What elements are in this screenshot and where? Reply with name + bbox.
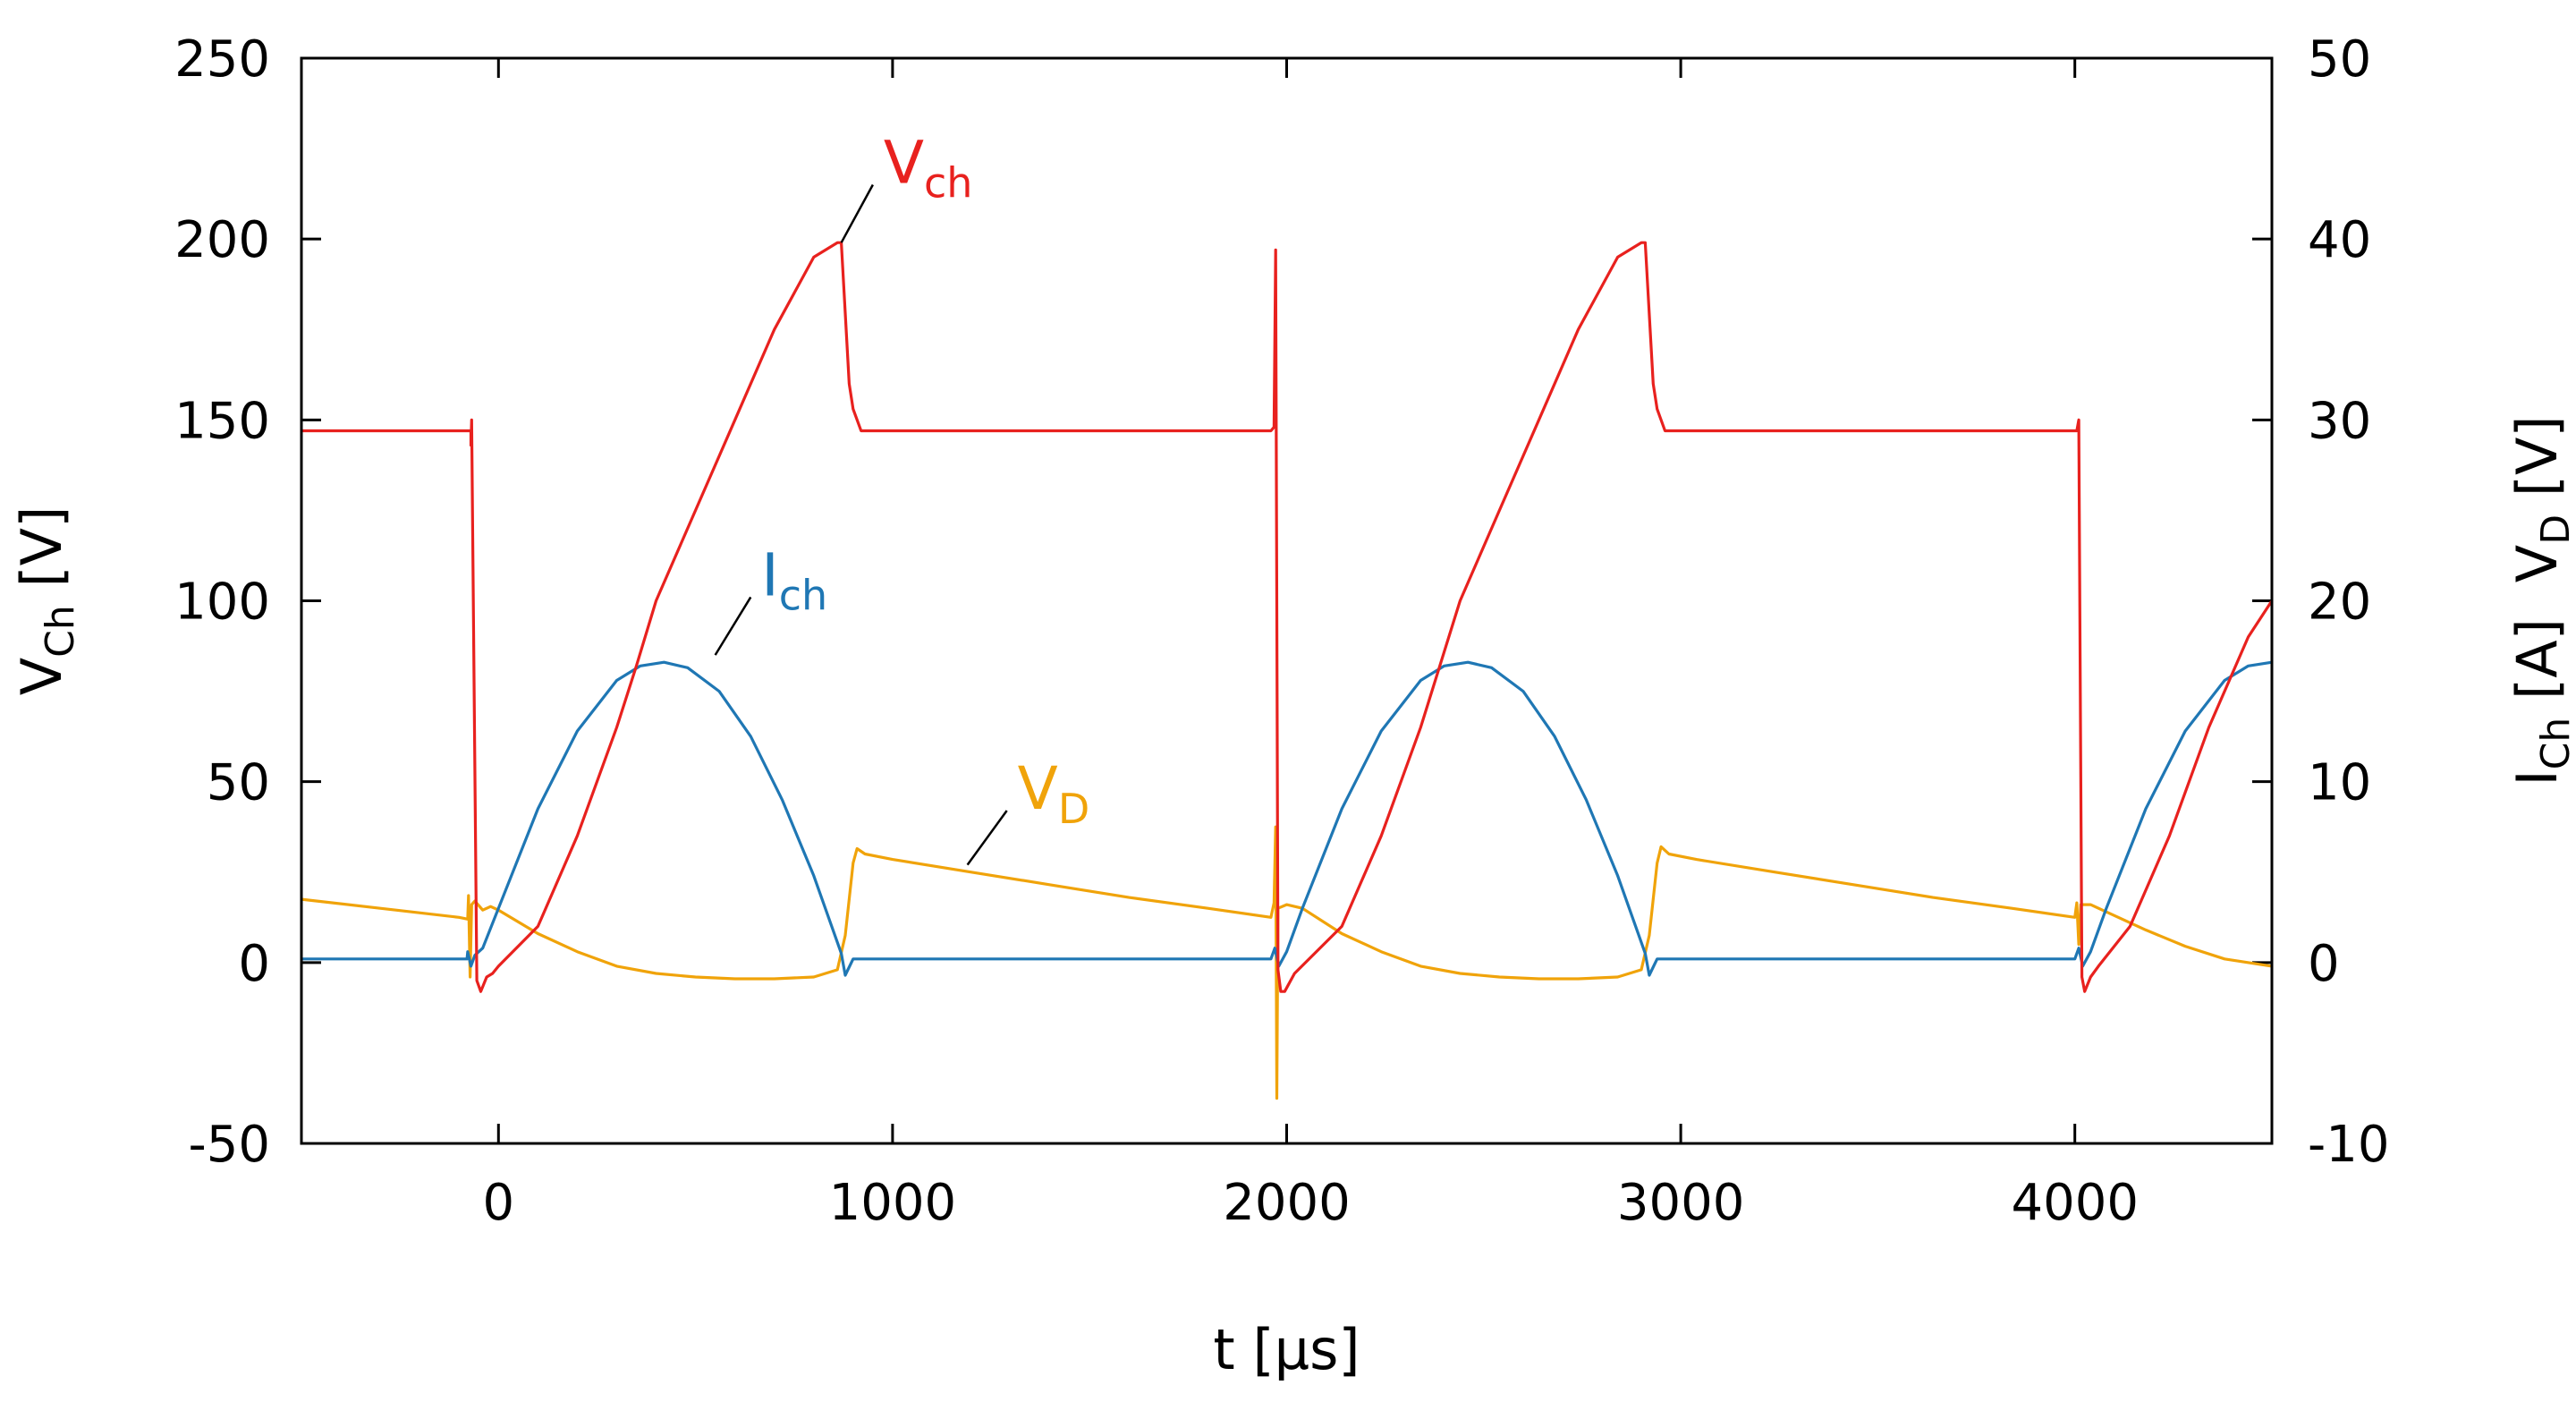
y-left-axis-title: VCh [V] [9, 506, 83, 696]
y-right-title-v-sub: D [2533, 514, 2576, 545]
y-left-tick-label: 50 [207, 754, 270, 812]
y-right-title-i-unit: [A] [2504, 618, 2570, 718]
tick-labels: 0 1000 2000 3000 4000 -50 0 50 100 150 200 250 -10 0 1… [174, 30, 2389, 1232]
annotation-main: V [884, 129, 924, 198]
series-line-ich [301, 660, 2273, 977]
x-tick-label: 2000 [1223, 1174, 1351, 1232]
y-right-tick-label: 10 [2308, 754, 2371, 812]
x-tick-label: 4000 [2011, 1174, 2139, 1232]
annotation-leader-vd [966, 810, 1008, 866]
annotation-leader-ich [714, 596, 752, 656]
y-right-tick-label: -10 [2308, 1116, 2389, 1174]
y-left-tick-label: -50 [189, 1116, 270, 1174]
y-left-title-unit: [V] [9, 506, 74, 606]
annotation-sub: D [1058, 785, 1089, 833]
y-left-tick-label: 0 [238, 935, 270, 993]
annotation-label-vd: VD [1018, 754, 1090, 833]
y-right-tick-label: 50 [2308, 30, 2371, 89]
y-right-axis-title: ICh [A] VD [V] [2504, 415, 2576, 786]
y-left-tick-label: 100 [174, 574, 270, 632]
x-tick-label: 0 [482, 1174, 514, 1232]
annotation-leader-vch [840, 183, 874, 243]
series-lines [301, 241, 2274, 1100]
plot-frame [300, 56, 2274, 1145]
y-left-tick-label: 200 [174, 211, 270, 269]
annotation-sub: ch [924, 159, 972, 208]
annotation-sub: ch [779, 571, 827, 619]
y-right-title-v-main: V [2504, 545, 2570, 582]
series-line-vch [301, 241, 2274, 993]
series-line-vd [301, 825, 2273, 1100]
x-tick-label: 1000 [829, 1174, 957, 1232]
y-right-title-i-sub: Ch [2533, 718, 2576, 770]
annotation-label-ich: Ich [761, 540, 827, 619]
x-axis-title: t [µs] [1213, 1317, 1360, 1382]
y-right-tick-label: 30 [2308, 392, 2371, 450]
y-left-tick-label: 150 [174, 392, 270, 450]
y-right-tick-label: 20 [2308, 574, 2371, 632]
annotation-label-vch: Vch [884, 129, 973, 208]
y-right-title-v-unit: [V] [2504, 415, 2570, 514]
annotation-main: I [761, 540, 778, 609]
y-right-title-i-main: I [2504, 769, 2570, 786]
y-left-title-main: V [9, 658, 74, 695]
annotation-main: V [1018, 754, 1058, 823]
y-right-tick-label: 0 [2308, 935, 2340, 993]
y-left-tick-label: 250 [174, 30, 270, 89]
y-right-tick-label: 40 [2308, 211, 2371, 269]
x-tick-label: 3000 [1617, 1174, 1745, 1232]
y-left-title-sub: Ch [38, 605, 83, 658]
